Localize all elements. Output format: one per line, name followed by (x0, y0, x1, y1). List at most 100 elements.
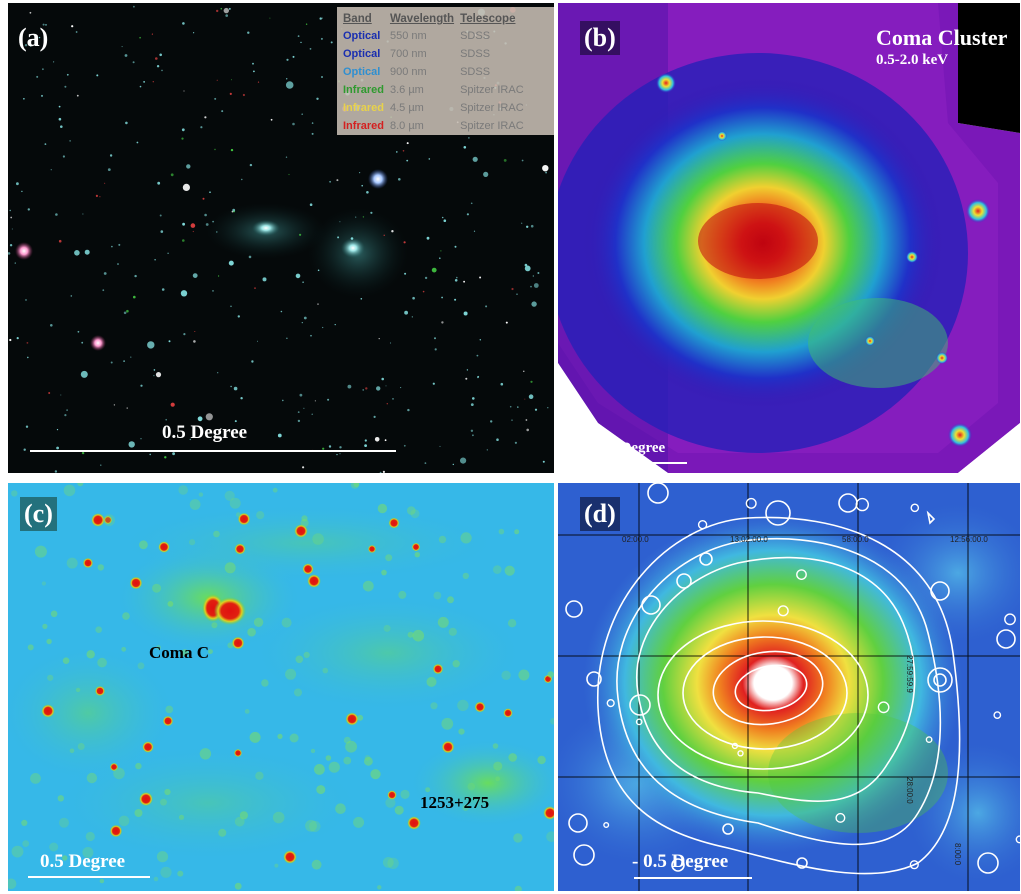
galaxy-dot (9, 209, 11, 212)
panel-b-scale-label: 0.5 Degree (598, 440, 666, 456)
galaxy-dot (216, 79, 218, 81)
galaxy-dot (463, 280, 465, 283)
galaxy-dot (322, 326, 324, 329)
galaxy-dot (424, 276, 428, 280)
radio-noise-blob (77, 483, 84, 487)
panel-b-scale-bar (582, 462, 687, 464)
galaxy-dot (404, 272, 407, 275)
galaxy-dot (110, 361, 113, 364)
galaxy-dot (182, 183, 190, 191)
radio-noise-blob (95, 626, 102, 633)
radio-noise-blob (178, 814, 185, 820)
galaxy-dot (80, 370, 88, 378)
galaxy-dot (479, 339, 481, 341)
galaxy-dot (269, 17, 271, 19)
galaxy-dot (159, 214, 162, 217)
galaxy-dot (249, 163, 253, 167)
radio-noise-blob (518, 669, 530, 681)
radio-noise-blob (377, 885, 382, 890)
galaxy-dot (303, 407, 305, 409)
galaxy-dot (81, 451, 85, 455)
radio-noise-blob (118, 815, 130, 827)
radio-noise-blob (208, 649, 213, 654)
galaxy-dot (200, 126, 203, 129)
radio-noise-blob (277, 733, 283, 739)
galaxy-dot (441, 321, 444, 324)
legend-band: Optical (343, 48, 381, 60)
radio-noise-blob (49, 842, 59, 852)
galaxy-dot (204, 116, 207, 119)
galaxy-dot (27, 208, 30, 211)
galaxy-dot (96, 74, 99, 77)
galaxy-dot (262, 277, 267, 282)
small-contour (635, 718, 643, 726)
galaxy-dot (374, 437, 380, 442)
legend-header-wavelength: Wavelength (389, 13, 455, 25)
galaxy-dot (53, 61, 55, 63)
radio-noise-blob (462, 572, 469, 580)
radio-noise-blob (21, 819, 28, 826)
panel-c-scale-bar (28, 876, 150, 878)
galaxy-dot (456, 276, 458, 279)
galaxy-dot (542, 460, 545, 463)
galaxy-dot (362, 216, 365, 218)
radio-noise-blob (508, 753, 517, 762)
radio-noise-blob (383, 624, 391, 632)
panel-b-xray-emission (558, 3, 1020, 473)
galaxy-dot (139, 85, 142, 88)
galaxy-dot (479, 276, 482, 279)
galaxy-dot (320, 37, 323, 40)
small-contour (910, 503, 920, 513)
radio-noise-blob (256, 511, 265, 520)
galaxy-dot (218, 275, 220, 277)
galaxy-dot (155, 57, 158, 60)
radio-noise-blob (412, 629, 425, 642)
galaxy-dot (153, 375, 155, 377)
galaxy-dot (234, 420, 237, 423)
radio-noise-blob (229, 497, 241, 509)
galaxy-dot (168, 340, 171, 343)
galaxy-dot (403, 444, 406, 447)
galaxy-dot (439, 257, 441, 259)
radio-noise-blob (86, 772, 98, 784)
galaxy-dot (113, 404, 116, 406)
radio-noise-blob (462, 804, 469, 811)
radio-noise-blob (255, 771, 264, 780)
galaxy-dot (192, 273, 198, 278)
galaxy-dot (76, 94, 79, 97)
radio-noise-blob (550, 718, 554, 725)
galaxy-dot (404, 310, 408, 315)
galaxy-dot (292, 122, 295, 126)
radio-point-source (82, 557, 94, 569)
grid-label-dec-1: 27:59:59.9 (905, 655, 914, 693)
galaxy-dot (118, 243, 121, 246)
galaxy-dot (107, 168, 111, 172)
radio-noise-blob (86, 650, 95, 659)
galaxy-dot (364, 439, 367, 442)
galaxy-dot (407, 408, 410, 412)
galaxy-dot (54, 470, 58, 473)
legend-band: Optical (343, 66, 381, 78)
galaxy-dot (525, 419, 528, 421)
galaxy-dot (128, 441, 135, 448)
galaxy-dot (454, 245, 457, 248)
radio-noise-blob (227, 642, 234, 649)
radio-point-source (283, 850, 297, 864)
galaxy-dot (285, 156, 288, 158)
radio-noise-blob (498, 528, 505, 535)
radio-noise-blob (316, 785, 326, 795)
radio-noise-blob (122, 612, 130, 620)
galaxy-dot (205, 413, 213, 421)
radio-noise-blob (97, 564, 105, 571)
galaxy-dot (440, 250, 442, 252)
galaxy-dot (314, 400, 316, 402)
radio-noise-blob (294, 688, 302, 697)
galaxy-dot (381, 377, 385, 381)
legend-wavelength: 8.0 µm (389, 120, 424, 132)
radio-noise-blob (85, 831, 95, 842)
galaxy-dot (240, 397, 243, 400)
panel-d-contour-image: 02:00.0 13:02:00.0 58:00.0 12:56:00.0 27… (558, 483, 1020, 891)
radio-noise-blob (394, 805, 404, 815)
galaxy-dot (216, 9, 219, 13)
galaxy-dot (167, 252, 169, 254)
